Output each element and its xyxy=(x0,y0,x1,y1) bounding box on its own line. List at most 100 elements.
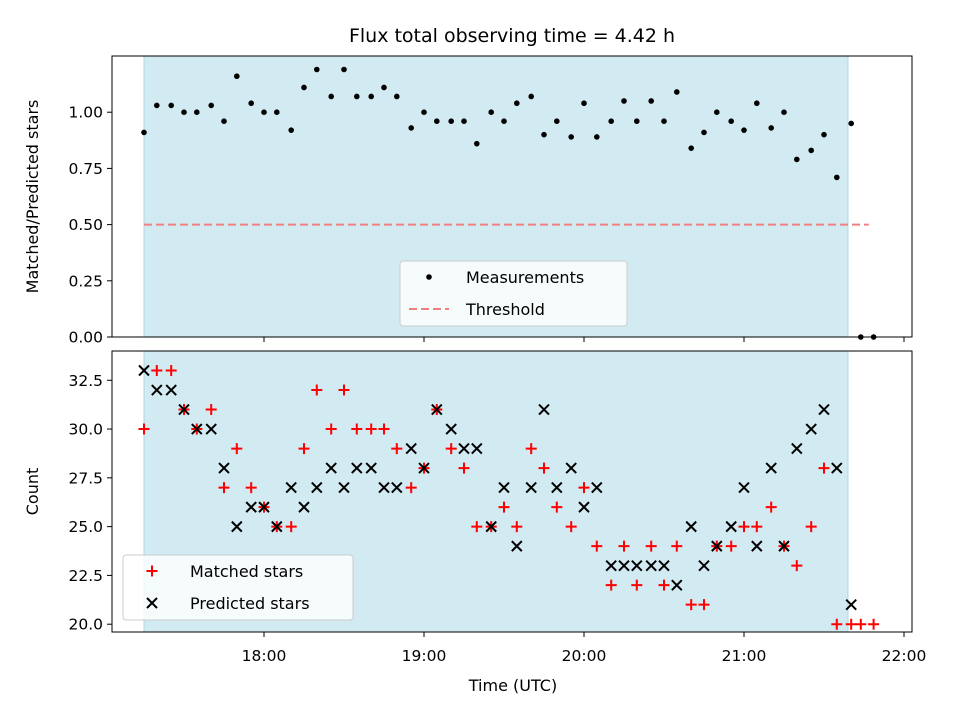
matched-star-marker xyxy=(311,384,323,396)
measurement-point xyxy=(568,134,574,140)
measurement-point xyxy=(821,131,827,138)
predicted-star-marker xyxy=(138,364,150,377)
matched-star-marker xyxy=(618,540,630,552)
predicted-star-marker xyxy=(178,403,190,416)
top-axes-frame xyxy=(111,55,913,338)
measurement-point xyxy=(808,147,814,154)
predicted-star-marker xyxy=(445,423,457,435)
x-tick-label: 20:00 xyxy=(562,647,607,665)
matched-star-marker xyxy=(605,579,617,591)
predicted-star-marker xyxy=(258,501,270,513)
measurement-point xyxy=(314,66,320,73)
top-panel: 0.00 0.25 0.50 0.75 1.00 Matched/Predicted st… xyxy=(23,55,913,347)
measurement-point xyxy=(541,131,547,138)
matched-star-marker xyxy=(365,423,377,435)
predicted-star-marker xyxy=(711,540,723,552)
matched-star-marker xyxy=(378,423,390,435)
legend-predicted-marker xyxy=(146,597,158,609)
predicted-star-marker xyxy=(151,384,163,396)
measurement-point xyxy=(741,127,747,133)
top-y-tick-label: 1.00 xyxy=(68,104,103,122)
predicted-star-marker xyxy=(458,442,470,455)
measurement-point xyxy=(194,109,200,115)
matched-star-marker xyxy=(765,501,777,513)
x-tick-label: 22:00 xyxy=(882,647,927,665)
matched-star-marker xyxy=(325,423,337,435)
top-y-tick-label: 0.75 xyxy=(68,160,103,178)
measurement-point xyxy=(554,118,560,124)
measurement-point xyxy=(181,109,187,115)
matched-star-marker xyxy=(351,423,363,435)
measurement-point xyxy=(688,145,694,151)
matched-star-marker xyxy=(805,521,817,533)
top-y-tick-label: 0.25 xyxy=(68,272,103,290)
legend-label: Measurements xyxy=(466,268,584,287)
predicted-star-marker xyxy=(351,462,363,474)
measurement-point xyxy=(621,98,627,104)
measurement-point xyxy=(154,102,160,109)
measurement-point xyxy=(728,118,734,124)
top-y-axis-label: Matched/Predicted stars xyxy=(23,100,42,294)
measurement-point xyxy=(781,109,787,115)
measurement-point xyxy=(474,140,480,147)
predicted-star-marker xyxy=(378,481,390,494)
x-axis-label: Time (UTC) xyxy=(468,676,557,695)
predicted-star-marker xyxy=(631,559,643,572)
matched-star-marker xyxy=(165,365,177,377)
measurement-point xyxy=(674,89,680,95)
matched-star-marker xyxy=(338,384,350,396)
matched-star-marker xyxy=(525,443,537,455)
bottom-axes-frame xyxy=(111,350,913,633)
predicted-star-marker xyxy=(431,403,443,416)
matched-star-marker xyxy=(498,501,510,513)
predicted-star-marker xyxy=(471,442,483,455)
matched-star-marker xyxy=(698,599,710,611)
predicted-star-marker xyxy=(285,481,297,494)
bottom-panel: 20.0 22.5 25.0 27.5 30.0 32.5 18:00 19:00 20:00 2… xyxy=(23,350,927,665)
predicted-star-marker xyxy=(165,384,177,396)
matched-star-marker xyxy=(658,579,670,591)
predicted-star-marker xyxy=(498,481,510,494)
matched-star-marker xyxy=(738,521,750,533)
bottom-y-tick-label: 25.0 xyxy=(68,518,103,536)
measurement-point xyxy=(581,100,587,107)
matched-star-marker xyxy=(298,443,310,455)
bottom-y-tick-label: 22.5 xyxy=(68,567,103,585)
measurement-point xyxy=(634,118,640,124)
predicted-star-marker xyxy=(565,462,577,474)
matched-star-marker xyxy=(245,482,257,494)
measurement-point xyxy=(368,93,375,100)
predicted-star-marker xyxy=(698,559,710,572)
matched-star-marker xyxy=(511,521,523,533)
predicted-star-marker xyxy=(685,520,697,533)
measurement-point xyxy=(834,174,840,181)
matched-star-marker xyxy=(671,540,683,552)
bottom-y-tick-label: 27.5 xyxy=(68,469,103,487)
top-legend-box xyxy=(399,260,628,327)
predicted-star-marker xyxy=(605,559,617,572)
predicted-star-marker xyxy=(831,462,843,474)
legend-measurement-marker xyxy=(426,274,432,280)
matched-star-marker xyxy=(725,540,737,552)
measurement-point xyxy=(394,93,400,100)
bottom-y-tick-label: 30.0 xyxy=(68,421,103,439)
predicted-star-marker xyxy=(618,559,630,572)
predicted-star-marker xyxy=(325,462,337,474)
matched-star-marker xyxy=(151,365,163,377)
measurement-point xyxy=(648,98,654,104)
predicted-star-marker xyxy=(751,540,763,552)
predicted-star-marker xyxy=(645,559,657,572)
matched-star-marker xyxy=(791,560,803,572)
measurement-point xyxy=(528,93,534,100)
measurement-point xyxy=(288,127,295,133)
measurement-point xyxy=(434,118,440,124)
matched-star-marker xyxy=(231,443,243,455)
predicted-star-marker xyxy=(245,501,257,513)
bottom-y-tick-label: 20.0 xyxy=(68,616,103,634)
chart-title: Flux total observing time = 4.42 h xyxy=(349,25,675,47)
predicted-star-marker xyxy=(738,481,750,494)
matched-star-marker xyxy=(751,521,763,533)
matched-star-marker xyxy=(591,540,603,552)
legend-label: Predicted stars xyxy=(190,594,310,613)
